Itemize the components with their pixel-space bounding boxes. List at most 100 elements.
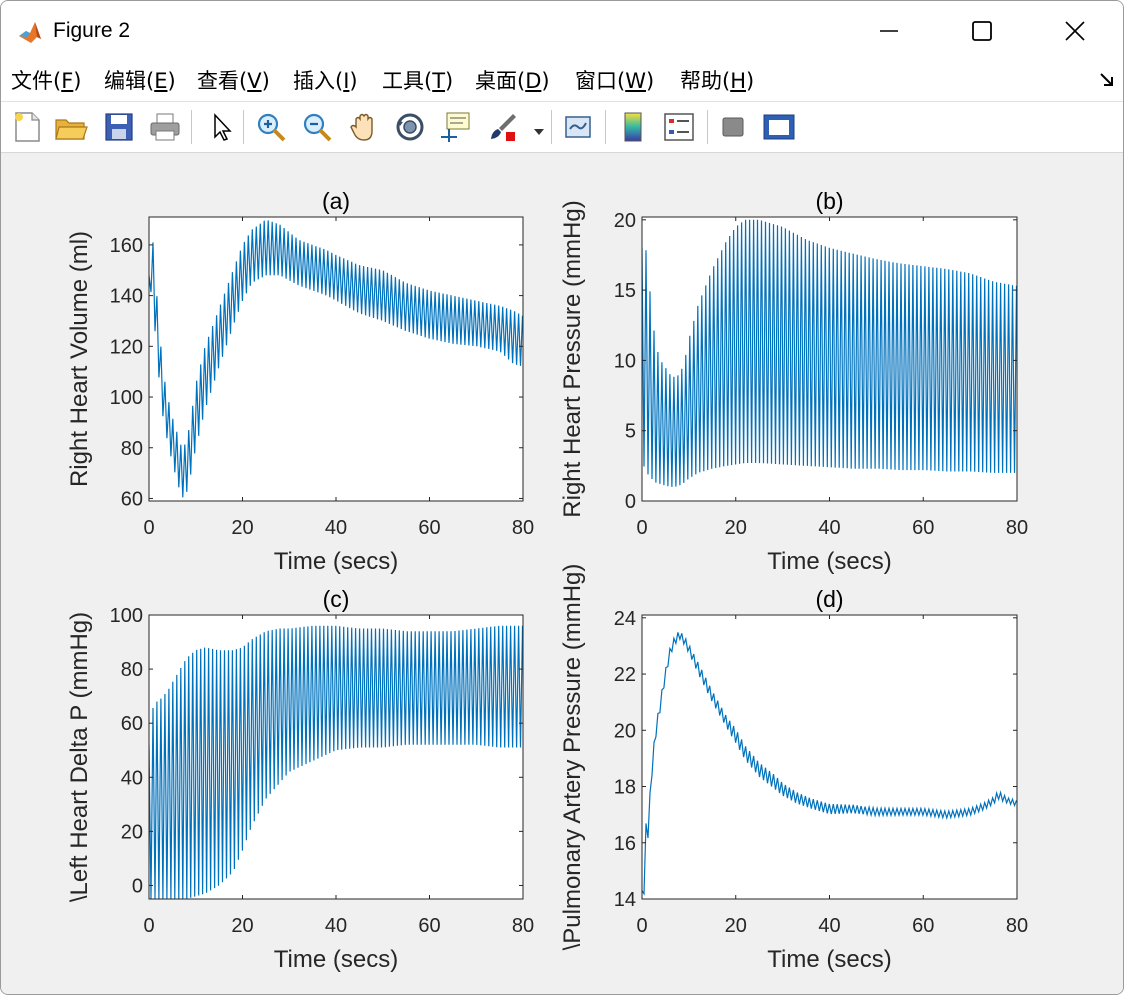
toolbar-separator xyxy=(191,110,192,144)
series-line-a-0 xyxy=(149,220,523,498)
x-tick-label: 20 xyxy=(231,915,253,937)
x-tick-label: 20 xyxy=(725,517,747,539)
x-tick-label: 60 xyxy=(418,915,440,937)
x-tick-label: 80 xyxy=(1006,517,1028,539)
y-tick-label: 15 xyxy=(614,280,636,302)
colorbar-icon[interactable] xyxy=(615,109,651,145)
series-line-b-0 xyxy=(642,219,1017,487)
rotate-3d-icon[interactable] xyxy=(392,109,428,145)
menu-view[interactable]: 查看(V) xyxy=(197,69,270,93)
y-tick-label: 80 xyxy=(121,438,143,460)
print-icon[interactable] xyxy=(147,109,183,145)
matlab-logo-icon xyxy=(17,19,43,45)
y-tick-label: 18 xyxy=(614,777,636,799)
brush-icon[interactable] xyxy=(485,109,521,145)
x-tick-label: 60 xyxy=(418,517,440,539)
y-tick-label: 22 xyxy=(614,664,636,686)
x-tick-label: 0 xyxy=(143,517,154,539)
close-button[interactable] xyxy=(1029,1,1121,61)
y-tick-label: 16 xyxy=(614,833,636,855)
y-tick-label: 160 xyxy=(110,235,143,257)
y-tick-label: 20 xyxy=(121,821,143,843)
zoom-in-icon[interactable] xyxy=(253,109,289,145)
hide-plot-tools-icon[interactable] xyxy=(715,109,751,145)
y-tick-label: 60 xyxy=(121,488,143,510)
y-tick-label: 5 xyxy=(625,421,636,443)
menu-window[interactable]: 窗口(W) xyxy=(575,69,655,93)
link-plot-icon[interactable] xyxy=(560,109,596,145)
maximize-button[interactable] xyxy=(936,1,1028,61)
pan-hand-icon[interactable] xyxy=(346,109,382,145)
x-tick-label: 40 xyxy=(818,517,840,539)
x-tick-label: 0 xyxy=(636,517,647,539)
toolbar xyxy=(1,102,1123,153)
minimize-icon xyxy=(880,30,898,32)
x-tick-label: 80 xyxy=(1006,915,1028,937)
y-tick-label: 0 xyxy=(625,491,636,513)
x-tick-label: 60 xyxy=(912,915,934,937)
minimize-button[interactable] xyxy=(843,1,935,61)
y-tick-label: 60 xyxy=(121,713,143,735)
subplot-title: (a) xyxy=(322,188,350,214)
x-tick-label: 20 xyxy=(231,517,253,539)
menu-help[interactable]: 帮助(H) xyxy=(680,69,755,93)
subplot-title: (d) xyxy=(815,586,843,612)
subplot-b: 0 20 40 60 80 0 5 10 15 20 (b) Time (secs) Right Hea… xyxy=(559,188,1028,575)
x-tick-label: 80 xyxy=(512,915,534,937)
subplot-a: 0 20 40 60 80 60 80 100 120 140 160 (a) Time (secs) R… xyxy=(66,188,534,575)
series-line-c-0 xyxy=(149,625,523,899)
y-tick-label: 120 xyxy=(110,336,143,358)
y-tick-label: 20 xyxy=(614,720,636,742)
x-tick-label: 40 xyxy=(325,915,347,937)
brush-dropdown-icon[interactable] xyxy=(533,122,545,141)
toolbar-separator xyxy=(605,110,606,144)
new-figure-icon[interactable] xyxy=(9,109,45,145)
figure-canvas: 0 20 40 60 80 60 80 100 120 140 160 (a) Time (secs) R… xyxy=(1,153,1123,994)
dock-arrow-icon[interactable] xyxy=(1098,71,1116,93)
y-tick-label: 20 xyxy=(614,210,636,232)
save-icon[interactable] xyxy=(101,109,137,145)
y-axis-label: \Pulmonary Artery Pressure (mmHg) xyxy=(559,564,586,951)
close-icon xyxy=(1065,21,1085,41)
y-tick-label: 14 xyxy=(614,889,636,911)
menu-tools[interactable]: 工具(T) xyxy=(382,69,454,93)
axes-background xyxy=(642,615,1017,899)
menu-edit[interactable]: 编辑(E) xyxy=(104,69,176,93)
x-axis-label: Time (secs) xyxy=(767,946,891,973)
data-cursor-icon[interactable] xyxy=(437,109,473,145)
subplot-d: 0 20 40 60 80 14 16 18 20 22 24 (d) Time (secs) \Pulm… xyxy=(559,564,1028,973)
window-title: Figure 2 xyxy=(53,19,131,42)
x-tick-label: 60 xyxy=(912,517,934,539)
y-tick-label: 0 xyxy=(132,875,143,897)
y-tick-label: 24 xyxy=(614,608,636,630)
legend-icon[interactable] xyxy=(661,109,697,145)
series-line-d-0 xyxy=(642,632,1017,896)
y-tick-label: 100 xyxy=(110,605,143,627)
zoom-out-icon[interactable] xyxy=(299,109,335,145)
maximize-icon xyxy=(972,21,992,41)
x-axis-label: Time (secs) xyxy=(274,548,398,575)
subplot-c: 0 20 40 60 80 0 20 40 60 80 100 (c) Time (secs) \Left… xyxy=(66,586,534,973)
x-axis-label: Time (secs) xyxy=(274,946,398,973)
y-tick-label: 80 xyxy=(121,659,143,681)
toolbar-separator xyxy=(551,110,552,144)
menu-insert[interactable]: 插入(I) xyxy=(293,69,358,93)
toolbar-separator xyxy=(707,110,708,144)
menu-bar: 文件(F) 编辑(E) 查看(V) 插入(I) 工具(T) 桌面(D) 窗口(W… xyxy=(1,61,1123,102)
y-axis-label: \Left Heart Delta P (mmHg) xyxy=(66,612,93,902)
x-tick-label: 0 xyxy=(636,915,647,937)
toolbar-separator xyxy=(243,110,244,144)
menu-file[interactable]: 文件(F) xyxy=(11,69,82,93)
x-tick-label: 20 xyxy=(725,915,747,937)
y-tick-label: 140 xyxy=(110,286,143,308)
select-arrow-icon[interactable] xyxy=(203,109,239,145)
menu-desktop[interactable]: 桌面(D) xyxy=(475,69,550,93)
subplot-title: (c) xyxy=(323,586,350,612)
open-file-icon[interactable] xyxy=(53,109,89,145)
y-axis-label: Right Heart Pressure (mmHg) xyxy=(559,200,586,517)
y-axis-label: Right Heart Volume (ml) xyxy=(66,231,93,487)
x-tick-label: 40 xyxy=(818,915,840,937)
show-plot-tools-icon[interactable] xyxy=(761,109,797,145)
